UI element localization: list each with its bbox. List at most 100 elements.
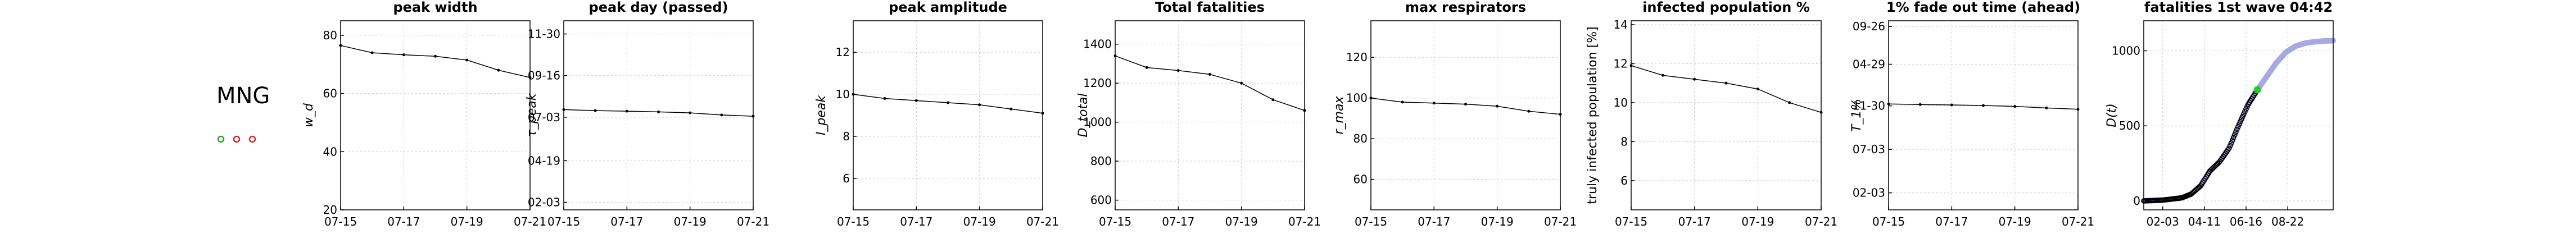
- chart-panel-8: fatalities 1st wave 04:42 0 500 1000 02-03 04…: [2105, 0, 2336, 228]
- chart-panel-5: max respirators 60 80 100 120 07-15 07-17 07-19…: [1332, 0, 1577, 228]
- y-tick-label: 04-29: [1853, 58, 1885, 71]
- data-point: [1756, 88, 1759, 91]
- y-tick-label: 500: [2119, 119, 2140, 132]
- x-tick-label: 02-03: [2147, 215, 2179, 228]
- y-tick-label: 07-03: [1853, 143, 1885, 156]
- y-tick-label: 14: [1614, 18, 1628, 31]
- data-point: [1240, 81, 1243, 85]
- x-tick-label: 07-19: [963, 215, 996, 228]
- x-tick-label: 07-17: [1935, 215, 1968, 228]
- y-tick-label: 12: [836, 45, 850, 59]
- y-tick-label: 8: [843, 130, 850, 143]
- chart-title: peak amplitude: [889, 0, 1007, 15]
- y-tick-label: 1400: [1083, 38, 1112, 51]
- y-tick-label: 09-26: [1853, 20, 1885, 33]
- observed-point: [2233, 129, 2239, 135]
- data-point: [594, 109, 597, 112]
- y-tick-label: 11-30: [1853, 99, 1885, 113]
- observed-point: [2227, 143, 2233, 149]
- y-axis-label: D_total: [1076, 93, 1090, 137]
- observed-point: [2229, 137, 2235, 143]
- data-point: [1788, 101, 1791, 104]
- x-tick-label: 07-15: [1355, 215, 1387, 228]
- chart-panel-1: peak width 20 40 60 80 07-15 07-17 07-19 07-21 w_…: [302, 0, 546, 228]
- x-tick-label: 07-17: [900, 215, 932, 228]
- x-tick-label: 07-19: [1741, 215, 1774, 228]
- data-point: [1401, 100, 1404, 104]
- y-tick-label: 11-30: [528, 27, 560, 41]
- chart-panel-2: peak day (passed) 02-03 04-19 07-03 09-16 11-…: [525, 0, 769, 228]
- grid: [2144, 21, 2333, 210]
- observed-point: [2226, 145, 2232, 152]
- y-axis-label: truly infected population [%]: [1586, 26, 1600, 204]
- data-point: [370, 51, 374, 54]
- x-tick-label: 06-16: [2230, 215, 2262, 228]
- y-tick-label: 10: [836, 88, 850, 101]
- data-point: [1982, 104, 1985, 107]
- current-point-marker: [2253, 86, 2261, 94]
- y-tick-label: 09-16: [528, 69, 560, 82]
- y-tick-label: 02-03: [528, 196, 560, 209]
- data-point: [1145, 66, 1148, 69]
- y-tick-label: 60: [323, 87, 337, 100]
- y-tick-label: 6: [1620, 174, 1628, 187]
- observed-point: [2243, 106, 2249, 112]
- chart-title: peak width: [393, 0, 477, 15]
- x-tick-label: 07-21: [1805, 215, 1837, 228]
- y-axis-label: r_max: [1332, 96, 1346, 135]
- x-tick-label: 07-15: [1872, 215, 1905, 228]
- data-point: [883, 97, 886, 100]
- series-line: [1370, 97, 1561, 115]
- y-tick-label: 6: [843, 172, 850, 185]
- chart-title: Total fatalities: [1155, 0, 1265, 15]
- observed-point: [2237, 121, 2242, 127]
- x-tick-label: 07-17: [1678, 215, 1711, 228]
- data-point: [720, 113, 723, 117]
- data-point: [1464, 103, 1467, 106]
- data-point: [689, 111, 692, 114]
- observed-point: [2241, 111, 2247, 117]
- observed-point: [2239, 116, 2244, 122]
- data-point: [1693, 77, 1696, 81]
- x-tick-label: 07-17: [1162, 215, 1194, 228]
- data-point: [1724, 81, 1728, 85]
- axes-frame: [563, 20, 754, 210]
- grid: [1115, 21, 1305, 210]
- x-tick-label: 07-19: [451, 215, 483, 228]
- chart-title: 1% fade out time (ahead): [1886, 0, 2080, 15]
- y-tick-label: 1000: [1083, 116, 1112, 129]
- y-tick-label: 10: [1614, 96, 1628, 109]
- x-tick-label: 07-21: [2062, 215, 2094, 228]
- data-point: [978, 103, 981, 107]
- chart-title: max respirators: [1405, 0, 1526, 15]
- axes-frame: [1888, 20, 2079, 210]
- y-tick-label: 600: [1090, 194, 1112, 207]
- y-tick-label: 04-19: [528, 154, 560, 167]
- x-tick-label: 07-15: [324, 215, 357, 228]
- data-point: [2045, 106, 2048, 109]
- x-tick-label: 07-15: [1099, 215, 1131, 228]
- x-tick-label: 07-19: [1225, 215, 1258, 228]
- y-axis-label: T_1%: [1850, 99, 1864, 132]
- data-point: [1661, 74, 1664, 77]
- observed-point: [2230, 135, 2237, 140]
- axes-frame: [1370, 20, 1561, 210]
- x-tick-label: 07-21: [1544, 215, 1577, 228]
- observed-point: [2235, 124, 2241, 130]
- data-point: [434, 54, 437, 58]
- observed-point: [2232, 132, 2238, 138]
- legend-marker-0: [217, 135, 225, 143]
- data-point: [1271, 98, 1275, 102]
- data-point: [1527, 109, 1531, 113]
- grid: [340, 21, 531, 210]
- x-tick-label: 07-19: [1481, 215, 1514, 228]
- y-tick-label: 02-03: [1853, 186, 1885, 200]
- data-point: [1208, 73, 1211, 76]
- x-tick-label: 07-17: [387, 215, 420, 228]
- observed-point: [2234, 126, 2240, 132]
- y-tick-label: 8: [1620, 135, 1628, 148]
- country-code: MNG: [216, 83, 270, 109]
- data-point: [1432, 102, 1436, 105]
- chart-panel-6: infected population % 6 8 10 12 14 07-15 07-17 0…: [1586, 0, 1837, 228]
- chart-panel-3: peak amplitude 6 8 10 12 07-15 07-17 07-19 07-21…: [814, 0, 1059, 228]
